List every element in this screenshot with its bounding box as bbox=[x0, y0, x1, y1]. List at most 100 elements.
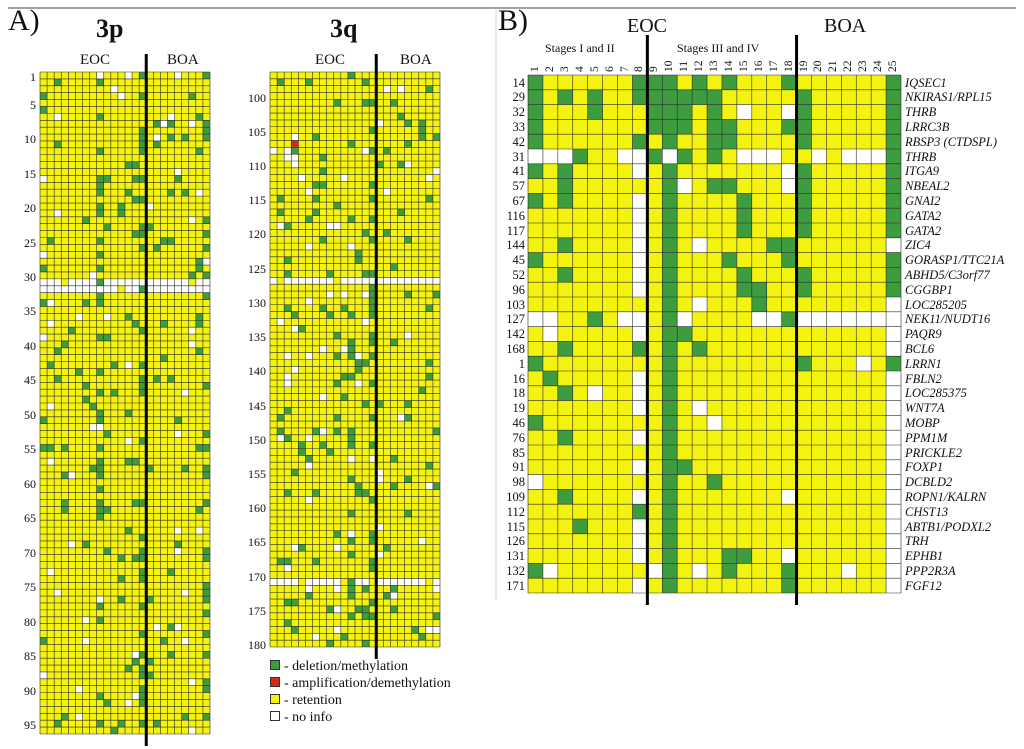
panel-b-cell bbox=[602, 104, 618, 120]
chart-3p-cell bbox=[146, 596, 154, 603]
panel-b-cell bbox=[751, 385, 767, 401]
panel-b-cell bbox=[662, 149, 678, 164]
chart-3q-cell bbox=[390, 592, 398, 600]
chart-3p-cell bbox=[202, 471, 210, 479]
panel-b-cell bbox=[632, 267, 648, 283]
chart-3p-cell bbox=[89, 423, 97, 431]
panel-b-cell bbox=[721, 504, 737, 519]
panel-b-cell bbox=[826, 430, 842, 445]
panel-b-cell bbox=[751, 119, 767, 135]
chart-3p-cell bbox=[174, 527, 182, 535]
panel-b-cell bbox=[721, 519, 737, 534]
panel-b-cell bbox=[796, 223, 812, 238]
chart-3q-cell bbox=[305, 455, 313, 463]
chart-3q-boa-label: BOA bbox=[400, 52, 432, 68]
chart-3p-cell bbox=[125, 409, 133, 417]
panel-b-cell bbox=[647, 430, 663, 445]
panel-b-cell bbox=[647, 326, 663, 342]
chart-3q-cell bbox=[319, 345, 327, 353]
panel-b-cell bbox=[572, 193, 588, 209]
panel-b-cell bbox=[781, 223, 797, 238]
panel-b-cell bbox=[766, 297, 782, 312]
panel-b-cell bbox=[766, 75, 782, 90]
panel-b-cell bbox=[572, 430, 588, 445]
panel-b-cell bbox=[736, 489, 752, 505]
legend-label: - no info bbox=[284, 710, 333, 725]
chart-3p-cell bbox=[146, 671, 154, 679]
panel-b-cell bbox=[632, 237, 648, 253]
chart-3p-cell bbox=[47, 278, 55, 286]
chart-3p-cell bbox=[75, 713, 83, 721]
panel-b-cell bbox=[841, 578, 857, 593]
chart-3q-cell bbox=[404, 160, 412, 168]
panel-b-cell bbox=[886, 385, 901, 401]
chart-3q-cell bbox=[369, 297, 377, 305]
column-label: 2 bbox=[543, 66, 556, 72]
row-id-label: 18 bbox=[512, 386, 526, 401]
panel-b-cell bbox=[632, 385, 648, 401]
chart-3p-cell bbox=[181, 465, 189, 472]
panel-b-cell bbox=[542, 237, 558, 253]
chart-3q-cell bbox=[291, 325, 299, 333]
panel-b-cell bbox=[542, 371, 558, 386]
panel-b-cell bbox=[707, 385, 722, 401]
panel-b-cell bbox=[647, 445, 663, 460]
panel-b-cell bbox=[692, 371, 708, 386]
panel-b-cell bbox=[677, 75, 693, 90]
row-tick-label: 40 bbox=[24, 338, 36, 353]
gene-label: FGF12 bbox=[905, 578, 942, 593]
chart-3p-cell bbox=[146, 203, 154, 210]
chart-3p-cell bbox=[47, 444, 55, 452]
panel-b-cell bbox=[677, 578, 693, 593]
chart-3q-cell bbox=[362, 359, 370, 367]
panel-b-cell bbox=[662, 193, 678, 209]
chart-3p-cell bbox=[202, 554, 210, 562]
panel-b-cell bbox=[766, 237, 782, 253]
chart-3q-cell bbox=[397, 277, 405, 285]
panel-b-cell bbox=[617, 430, 633, 445]
panel-b-cell bbox=[826, 89, 842, 105]
panel-b-cell bbox=[557, 578, 573, 593]
chart-3p-cell bbox=[181, 389, 189, 397]
chart-3p-cell bbox=[146, 465, 154, 472]
chart-3q-cell bbox=[369, 530, 377, 538]
chart-3q-cell bbox=[397, 414, 405, 422]
panel-b-cell bbox=[856, 385, 872, 401]
chart-3q-cell bbox=[284, 270, 292, 278]
legend-swatch bbox=[270, 711, 280, 721]
panel-b-cell bbox=[856, 297, 872, 312]
panel-b-cell bbox=[707, 341, 722, 357]
chart-3p-cell bbox=[96, 292, 104, 300]
chart-3p-cell bbox=[89, 403, 97, 410]
chart-3p-cell bbox=[103, 223, 111, 231]
panel-b-cell bbox=[677, 282, 693, 297]
panel-b-cell bbox=[617, 208, 633, 223]
chart-3q-cell bbox=[284, 147, 292, 155]
panel-b-cell bbox=[677, 400, 693, 416]
panel-b-cell bbox=[796, 489, 812, 505]
chart-3p-cell bbox=[96, 368, 104, 376]
panel-b-cell bbox=[736, 356, 752, 371]
gene-label: RBSP3 (CTDSPL) bbox=[905, 134, 998, 149]
panel-b-cell bbox=[736, 104, 752, 120]
panel-b-cell bbox=[751, 311, 767, 327]
chart-3p-cell bbox=[110, 85, 118, 93]
chart-3q-cell bbox=[390, 277, 398, 285]
chart-3p-cell bbox=[181, 713, 189, 721]
chart-3p-cell bbox=[139, 547, 147, 555]
chart-3q-cell bbox=[369, 284, 377, 292]
chart-3q-cell bbox=[404, 140, 412, 148]
panel-b-cell bbox=[796, 104, 812, 120]
chart-3p-cell bbox=[188, 285, 196, 293]
panel-b-cell bbox=[528, 104, 543, 120]
chart-3q-cell bbox=[397, 208, 405, 216]
chart-3q-cell bbox=[425, 195, 433, 203]
panel-b-cell bbox=[856, 237, 872, 253]
chart-3p-cell bbox=[82, 278, 90, 286]
chart-3p-cell bbox=[96, 389, 104, 397]
panel-b-cell bbox=[736, 385, 752, 401]
chart-3p-cell bbox=[40, 671, 48, 679]
panel-b-cell bbox=[841, 400, 857, 416]
panel-b-cell bbox=[542, 163, 558, 179]
panel-b-cell bbox=[557, 430, 573, 445]
